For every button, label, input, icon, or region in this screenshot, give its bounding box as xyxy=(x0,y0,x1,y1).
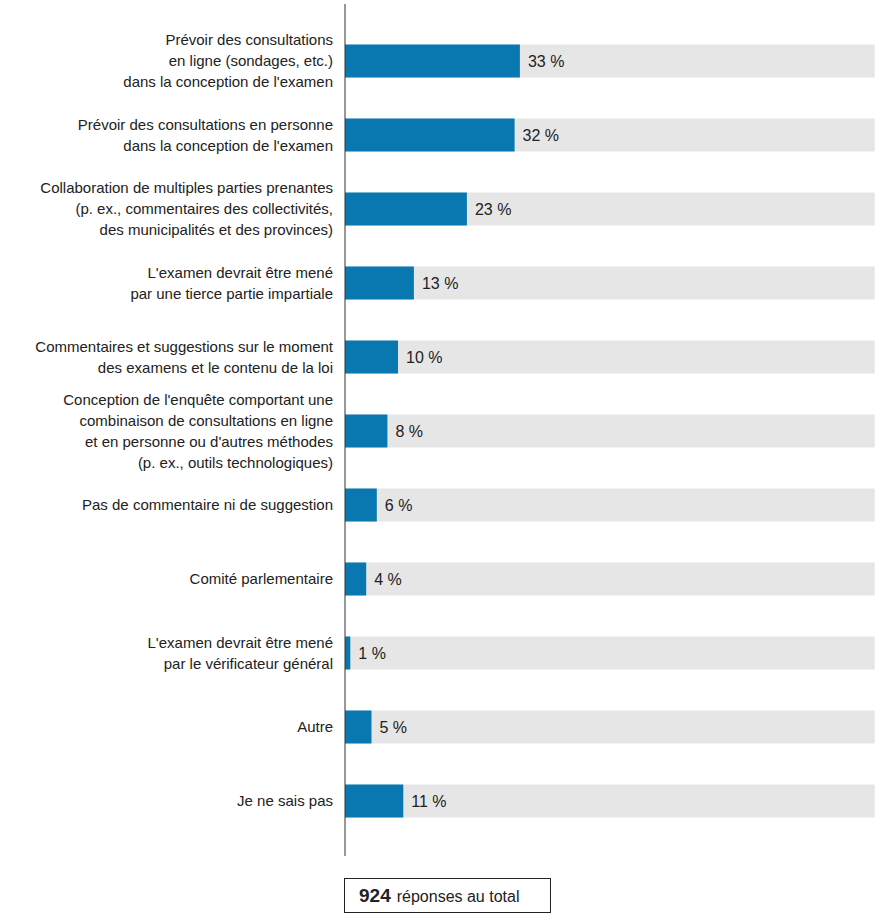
category-line: Commentaires et suggestions sur le momen… xyxy=(35,338,333,355)
bar xyxy=(345,711,372,744)
category-line: des examens et le contenu de la loi xyxy=(98,359,333,376)
data-label: 13 % xyxy=(422,275,458,292)
category-label: Pas de commentaire ni de suggestion xyxy=(82,496,333,513)
bars xyxy=(345,45,520,818)
category-line: Je ne sais pas xyxy=(237,792,333,809)
category-line: (p. ex., commentaires des collectivités, xyxy=(75,200,333,217)
category-label: Autre xyxy=(297,718,333,735)
track xyxy=(345,193,875,226)
data-label: 11 % xyxy=(411,793,446,810)
bar xyxy=(345,45,520,78)
bar xyxy=(345,119,515,152)
axis-line xyxy=(345,4,346,856)
category-label: Collaboration de multiples parties prena… xyxy=(40,179,333,238)
data-label: 33 % xyxy=(528,53,564,70)
category-label: L'examen devrait être mené par une tierce… xyxy=(130,264,333,302)
track xyxy=(345,341,875,374)
track xyxy=(345,119,875,152)
track xyxy=(345,711,875,744)
track xyxy=(345,785,875,818)
category-label: Je ne sais pas xyxy=(237,792,333,809)
track xyxy=(345,637,875,670)
category-line: dans la conception de l'examen xyxy=(123,137,333,154)
track xyxy=(345,267,875,300)
category-line: L'examen devrait être mené xyxy=(148,634,333,651)
bar xyxy=(345,785,403,818)
category-line: Prévoir des consultations en personne xyxy=(78,116,333,133)
category-line: dans la conception de l'examen xyxy=(123,73,333,90)
category-line: Autre xyxy=(297,718,333,735)
bar xyxy=(345,489,377,522)
annotation: 924 réponses au total xyxy=(359,885,519,906)
data-label: 4 % xyxy=(374,571,402,588)
category-line: par le vérificateur général xyxy=(164,655,333,672)
category-line: par une tierce partie impartiale xyxy=(130,285,333,302)
track xyxy=(345,45,875,78)
total-box: 924 réponses au total xyxy=(345,879,551,913)
axis-end xyxy=(875,4,876,856)
category-line: Prévoir des consultations xyxy=(165,31,333,48)
category-line: et en personne ou d'autres méthodes xyxy=(85,433,333,450)
track xyxy=(345,563,875,596)
category-line: L'examen devrait être mené xyxy=(148,264,333,281)
track xyxy=(345,489,875,522)
category-line: Pas de commentaire ni de suggestion xyxy=(82,496,333,513)
data-label: 32 % xyxy=(523,127,559,144)
category-label: Prévoir des consultations en personne dan… xyxy=(78,116,333,154)
category-line: Comité parlementaire xyxy=(190,570,333,587)
data-label: 8 % xyxy=(395,423,423,440)
chart: 33 % Prévoir des consultations en ligne (s… xyxy=(0,0,876,918)
category-line: combinaison de consultations en ligne xyxy=(80,412,334,429)
track xyxy=(345,415,875,448)
bar xyxy=(345,637,350,670)
data-label: 23 % xyxy=(475,201,511,218)
annotation-box xyxy=(345,879,551,913)
category-label: Comité parlementaire xyxy=(190,570,333,587)
category-line: des municipalités et des provinces) xyxy=(100,221,333,238)
bar xyxy=(345,415,387,448)
labels: 33 % Prévoir des consultations en ligne (s… xyxy=(35,31,564,810)
category-label: Commentaires et suggestions sur le momen… xyxy=(35,338,333,376)
data-label: 5 % xyxy=(380,719,408,736)
category-line: en ligne (sondages, etc.) xyxy=(169,52,333,69)
data-label: 10 % xyxy=(406,349,442,366)
data-label: 1 % xyxy=(358,645,386,662)
category-line: Conception de l'enquête comportant une xyxy=(63,391,333,408)
category-line: Collaboration de multiples parties prena… xyxy=(40,179,333,196)
category-label: L'examen devrait être mené par le vérific… xyxy=(148,634,333,672)
bar xyxy=(345,563,366,596)
data-label: 6 % xyxy=(385,497,413,514)
bar xyxy=(345,193,467,226)
category-label: Conception de l'enquête comportant une co… xyxy=(63,391,333,471)
tracks xyxy=(345,45,875,818)
category-label: Prévoir des consultations en ligne (sonda… xyxy=(123,31,333,90)
annotation-text: réponses au total xyxy=(397,888,520,905)
bar xyxy=(345,341,398,374)
annotation-value: 924 xyxy=(359,885,391,906)
bar xyxy=(345,267,414,300)
category-line: (p. ex., outils technologiques) xyxy=(138,454,333,471)
